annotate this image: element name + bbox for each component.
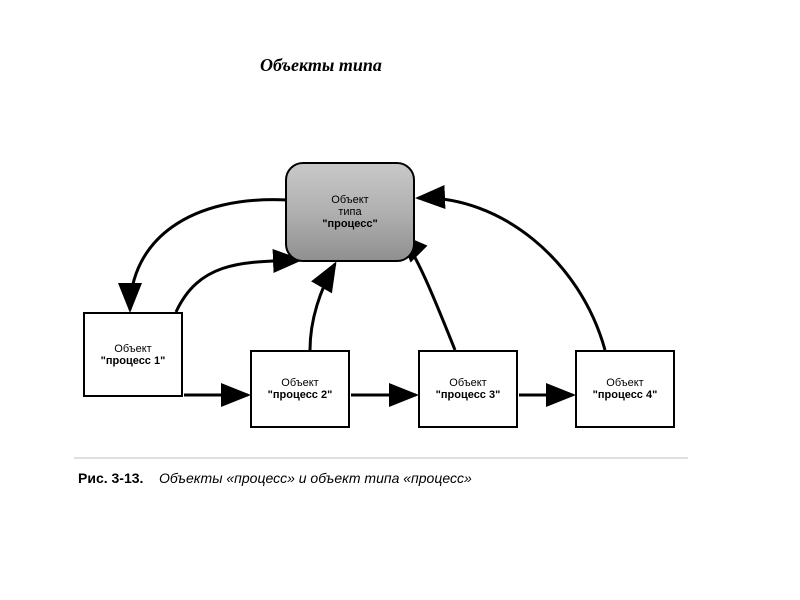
edge-main-to-p1 bbox=[130, 200, 288, 310]
node-p2-line1: Объект bbox=[281, 377, 318, 389]
node-p4-line2: "процесс 4" bbox=[593, 389, 658, 401]
node-process-4: Объект "процесс 4" bbox=[575, 350, 675, 428]
figure-caption: Рис. 3-13. Объекты «процесс» и объект ти… bbox=[78, 470, 472, 486]
node-main-line1: Объект bbox=[331, 194, 368, 206]
node-p2-line2: "процесс 2" bbox=[268, 389, 333, 401]
edge-p4-to-main bbox=[418, 198, 605, 350]
figure-text: Объекты «процесс» и объект типа «процесс… bbox=[159, 470, 472, 486]
figure-number: Рис. 3-13. bbox=[78, 470, 143, 486]
node-main-process-type: Объект типа "процесс" bbox=[285, 162, 415, 262]
node-main-line2b: "процесс" bbox=[322, 218, 377, 230]
node-p3-line2: "процесс 3" bbox=[436, 389, 501, 401]
page-title: Объекты типа bbox=[260, 55, 382, 76]
node-p3-line1: Объект bbox=[449, 377, 486, 389]
title-text: Объекты типа bbox=[260, 55, 382, 75]
edge-p1-to-main bbox=[176, 260, 300, 312]
edge-p2-to-main bbox=[310, 264, 335, 350]
node-p1-line1: Объект bbox=[114, 343, 151, 355]
node-p4-line1: Объект bbox=[606, 377, 643, 389]
node-process-3: Объект "процесс 3" bbox=[418, 350, 518, 428]
node-process-1: Объект "процесс 1" bbox=[83, 312, 183, 397]
node-p1-line2: "процесс 1" bbox=[101, 355, 166, 367]
node-main-line2a: типа bbox=[338, 206, 361, 218]
node-process-2: Объект "процесс 2" bbox=[250, 350, 350, 428]
diagram-arrows bbox=[0, 0, 800, 600]
